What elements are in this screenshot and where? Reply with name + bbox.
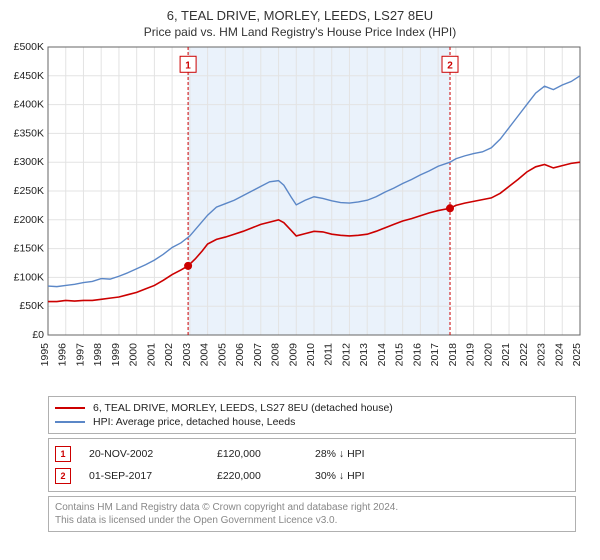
sale-price: £220,000	[217, 470, 297, 482]
title-main: 6, TEAL DRIVE, MORLEY, LEEDS, LS27 8EU	[0, 8, 600, 23]
sale-diff: 28% ↓ HPI	[315, 448, 415, 460]
legend: 6, TEAL DRIVE, MORLEY, LEEDS, LS27 8EU (…	[48, 396, 576, 434]
sale-diff: 30% ↓ HPI	[315, 470, 415, 482]
sale-row: 2 01-SEP-2017 £220,000 30% ↓ HPI	[55, 465, 569, 487]
svg-text:£150K: £150K	[14, 243, 44, 255]
svg-text:2000: 2000	[128, 343, 140, 367]
svg-text:1997: 1997	[74, 343, 86, 367]
attribution-line: Contains HM Land Registry data © Crown c…	[55, 501, 569, 514]
svg-text:2004: 2004	[199, 343, 211, 367]
svg-text:1996: 1996	[57, 343, 69, 367]
svg-text:2007: 2007	[252, 343, 264, 367]
svg-text:2017: 2017	[429, 343, 441, 367]
svg-text:£300K: £300K	[14, 156, 44, 168]
svg-text:2022: 2022	[518, 343, 530, 367]
svg-text:2014: 2014	[376, 343, 388, 367]
svg-text:2009: 2009	[287, 343, 299, 367]
svg-text:2021: 2021	[500, 343, 512, 367]
svg-text:1998: 1998	[92, 343, 104, 367]
svg-text:2010: 2010	[305, 343, 317, 367]
svg-text:1995: 1995	[39, 343, 51, 367]
svg-text:£50K: £50K	[19, 300, 44, 312]
svg-text:2005: 2005	[216, 343, 228, 367]
svg-text:2012: 2012	[340, 343, 352, 367]
svg-text:2001: 2001	[145, 343, 157, 367]
svg-text:£450K: £450K	[14, 70, 44, 82]
price-chart: £0 £50K £100K £150K £200K £250K £300K £350K £400…	[0, 43, 600, 389]
svg-text:2023: 2023	[536, 343, 548, 367]
svg-text:2019: 2019	[465, 343, 477, 367]
chart-titles: 6, TEAL DRIVE, MORLEY, LEEDS, LS27 8EU P…	[0, 0, 600, 43]
legend-label: 6, TEAL DRIVE, MORLEY, LEEDS, LS27 8EU (…	[93, 402, 393, 414]
sale-date: 20-NOV-2002	[89, 448, 199, 460]
svg-text:£400K: £400K	[14, 99, 44, 111]
sale-badge: 1	[55, 446, 71, 462]
legend-swatch	[55, 421, 85, 423]
svg-text:2: 2	[447, 60, 453, 71]
svg-text:2018: 2018	[447, 343, 459, 367]
svg-text:2011: 2011	[323, 343, 335, 366]
svg-text:2024: 2024	[553, 343, 565, 367]
svg-text:2015: 2015	[394, 343, 406, 367]
sales-table: 1 20-NOV-2002 £120,000 28% ↓ HPI 2 01-SE…	[48, 438, 576, 492]
svg-text:2003: 2003	[181, 343, 193, 367]
svg-text:£250K: £250K	[14, 185, 44, 197]
svg-text:2013: 2013	[358, 343, 370, 367]
svg-text:2025: 2025	[571, 343, 583, 367]
legend-swatch	[55, 407, 85, 409]
legend-item: 6, TEAL DRIVE, MORLEY, LEEDS, LS27 8EU (…	[55, 401, 569, 415]
attribution: Contains HM Land Registry data © Crown c…	[48, 496, 576, 532]
svg-text:£500K: £500K	[14, 43, 44, 53]
svg-text:£0: £0	[32, 329, 44, 341]
svg-text:£100K: £100K	[14, 271, 44, 283]
title-sub: Price paid vs. HM Land Registry's House …	[0, 25, 600, 39]
legend-label: HPI: Average price, detached house, Leed…	[93, 416, 295, 428]
svg-text:1999: 1999	[110, 343, 122, 367]
svg-text:£350K: £350K	[14, 127, 44, 139]
attribution-line: This data is licensed under the Open Gov…	[55, 514, 569, 527]
svg-text:2016: 2016	[411, 343, 423, 367]
chart-area: £0 £50K £100K £150K £200K £250K £300K £350K £400…	[0, 43, 600, 394]
svg-text:2008: 2008	[270, 343, 282, 367]
legend-item: HPI: Average price, detached house, Leed…	[55, 415, 569, 429]
sale-row: 1 20-NOV-2002 £120,000 28% ↓ HPI	[55, 443, 569, 465]
sale-date: 01-SEP-2017	[89, 470, 199, 482]
svg-text:2006: 2006	[234, 343, 246, 367]
sale-price: £120,000	[217, 448, 297, 460]
svg-text:2002: 2002	[163, 343, 175, 367]
sale-badge: 2	[55, 468, 71, 484]
svg-text:2020: 2020	[482, 343, 494, 367]
svg-text:£200K: £200K	[14, 214, 44, 226]
svg-text:1: 1	[185, 60, 191, 71]
